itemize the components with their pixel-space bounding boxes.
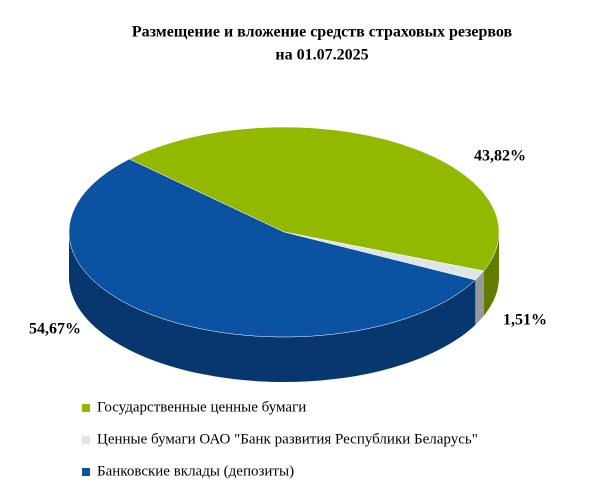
slice-side-shade xyxy=(69,232,476,382)
value-label: 1,51% xyxy=(503,312,547,329)
legend-label: Банковские вклады (депозиты) xyxy=(97,463,294,479)
slice-side xyxy=(475,270,484,325)
value-label: 54,67% xyxy=(29,321,81,338)
chart-title: Размещение и вложение средств страховых … xyxy=(132,24,513,41)
chart-title: на 01.07.2025 xyxy=(275,47,368,64)
slice-side-shade xyxy=(483,232,499,316)
legend-swatch xyxy=(82,468,90,476)
legend-label: Государственные ценные бумаги xyxy=(97,399,306,415)
slice-side xyxy=(483,232,499,316)
slice xyxy=(68,158,476,338)
slice xyxy=(128,126,500,272)
value-label: 43,82% xyxy=(474,148,526,165)
legend-label: Ценные бумаги ОАО "Банк развития Республ… xyxy=(97,431,478,447)
slice-side-shade xyxy=(475,270,484,325)
slice-side xyxy=(69,232,476,382)
legend-swatch xyxy=(82,404,90,412)
legend-swatch xyxy=(82,436,90,444)
